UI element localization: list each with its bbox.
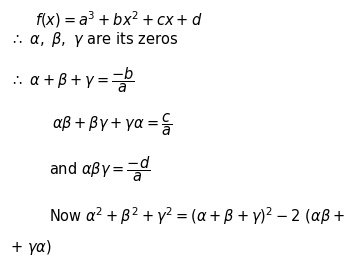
Text: $\mathrm{Now}\ \alpha^2 + \beta^2 + \gamma^2 = (\alpha + \beta + \gamma)^2 -2\ (: $\mathrm{Now}\ \alpha^2 + \beta^2 + \gam… — [49, 205, 347, 227]
Text: $+\ \gamma\alpha)$: $+\ \gamma\alpha)$ — [10, 238, 52, 257]
Text: $\alpha\beta + \beta\gamma + \gamma\alpha = \dfrac{c}{a}$: $\alpha\beta + \beta\gamma + \gamma\alph… — [52, 112, 172, 138]
Text: $\therefore\ \alpha,\ \beta,\ \gamma\ \mathrm{are\ its\ zeros}$: $\therefore\ \alpha,\ \beta,\ \gamma\ \m… — [10, 30, 179, 50]
Text: $\therefore\ \alpha + \beta + \gamma = \dfrac{-b}{a}$: $\therefore\ \alpha + \beta + \gamma = \… — [10, 65, 135, 95]
Text: $\mathrm{and}\ \alpha\beta\gamma = \dfrac{-d}{a}$: $\mathrm{and}\ \alpha\beta\gamma = \dfra… — [49, 154, 150, 184]
Text: $f(x) = a^3 + bx^2 + cx + d$: $f(x) = a^3 + bx^2 + cx + d$ — [35, 9, 202, 30]
